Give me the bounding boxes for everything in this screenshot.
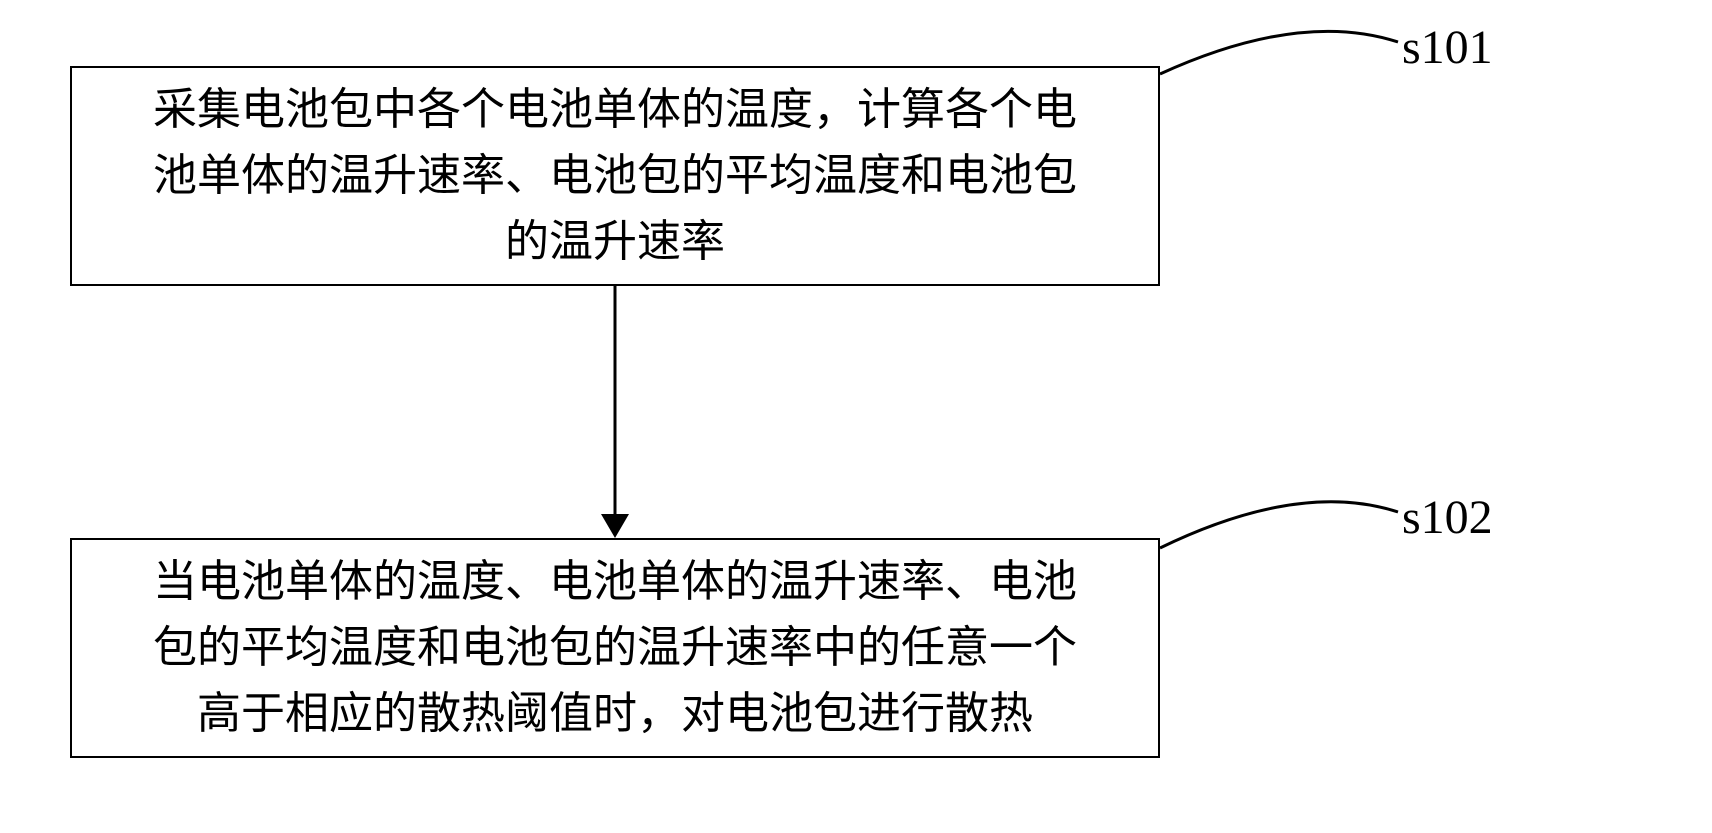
flowchart-canvas: 采集电池包中各个电池单体的温度，计算各个电 池单体的温升速率、电池包的平均温度和… [0,0,1712,833]
node-label-s102: s102 [1402,490,1493,545]
leader-line-s102 [0,0,1712,833]
label-text: s102 [1402,491,1493,544]
